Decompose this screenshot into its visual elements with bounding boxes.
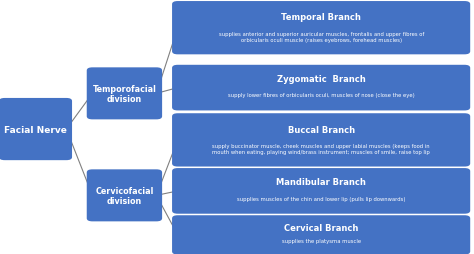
Text: Facial Nerve: Facial Nerve <box>4 125 67 134</box>
Text: supply buccinator muscle, cheek muscles and upper labial muscles (keeps food in
: supply buccinator muscle, cheek muscles … <box>212 144 430 154</box>
Text: Temporofacial
division: Temporofacial division <box>92 84 156 104</box>
FancyBboxPatch shape <box>0 99 72 161</box>
Text: Cervicofacial
division: Cervicofacial division <box>95 186 154 205</box>
FancyBboxPatch shape <box>87 170 162 221</box>
FancyBboxPatch shape <box>172 2 470 55</box>
FancyBboxPatch shape <box>172 114 470 167</box>
FancyBboxPatch shape <box>172 168 470 214</box>
Text: supplies muscles of the chin and lower lip (pulls lip downwards): supplies muscles of the chin and lower l… <box>237 196 405 201</box>
Text: Mandibular Branch: Mandibular Branch <box>276 178 366 186</box>
Text: supply lower fibres of orbicularis oculi, muscles of nose (close the eye): supply lower fibres of orbicularis oculi… <box>228 93 414 98</box>
Text: Temporal Branch: Temporal Branch <box>281 13 361 22</box>
Text: supplies the platysma muscle: supplies the platysma muscle <box>282 239 361 243</box>
Text: Buccal Branch: Buccal Branch <box>288 125 355 134</box>
FancyBboxPatch shape <box>87 68 162 120</box>
FancyBboxPatch shape <box>172 215 470 254</box>
Text: Cervical Branch: Cervical Branch <box>284 223 358 232</box>
Text: supplies anterior and superior auricular muscles, frontalis and upper fibres of
: supplies anterior and superior auricular… <box>219 32 424 42</box>
FancyBboxPatch shape <box>172 66 470 111</box>
Text: Zygomatic  Branch: Zygomatic Branch <box>277 75 365 84</box>
